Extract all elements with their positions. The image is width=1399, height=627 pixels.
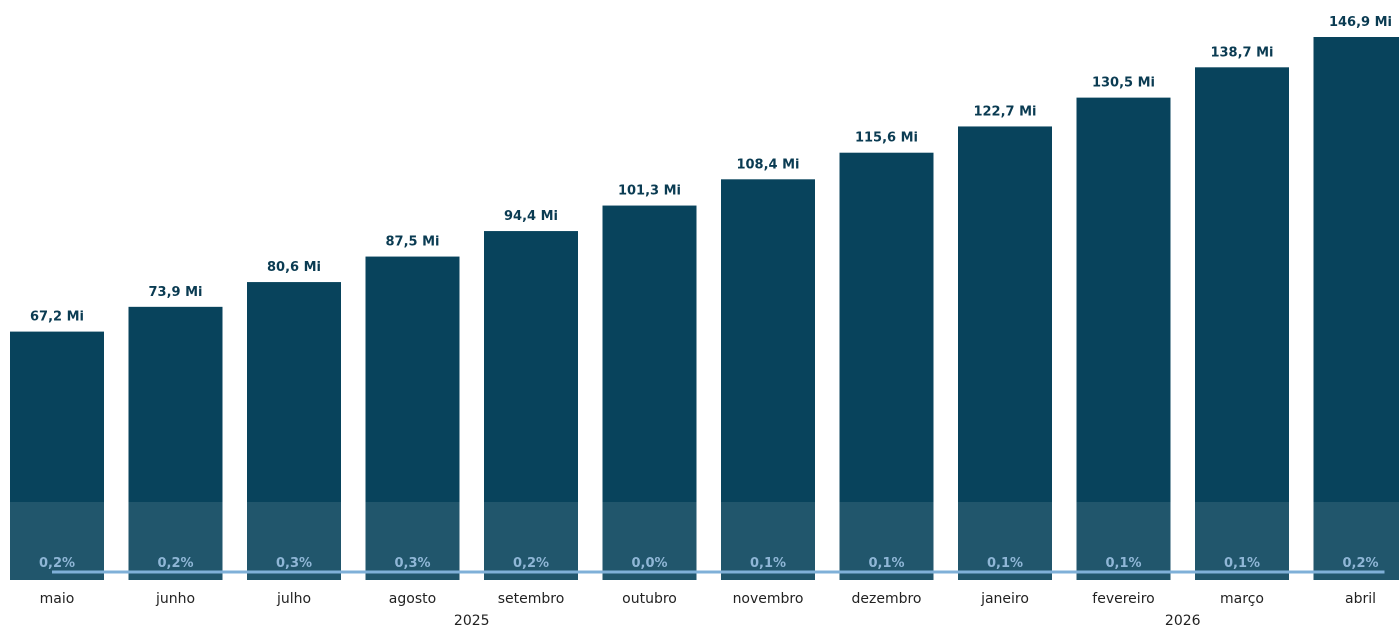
bar-band-julho: [247, 502, 341, 580]
pct-value-label: 0,2%: [513, 556, 549, 571]
x-tick-label: agosto: [389, 591, 436, 607]
bar-band-fevereiro: [1076, 502, 1171, 580]
bar-value-label: 138,7 Mi: [1210, 45, 1273, 60]
x-tick-label: setembro: [498, 591, 565, 607]
bar-value-label: 73,9 Mi: [149, 285, 203, 300]
bar-value-label: 87,5 Mi: [386, 235, 440, 250]
bar-fevereiro: [1076, 97, 1171, 581]
pct-value-label: 0,2%: [157, 556, 193, 571]
bar-band-janeiro: [958, 502, 1052, 580]
bar-band-abril: [1313, 502, 1399, 580]
pct-value-label: 0,2%: [1342, 556, 1378, 571]
bar-maio: [10, 331, 104, 580]
bar-março: [1195, 67, 1289, 580]
bar-value-label: 115,6 Mi: [855, 131, 918, 146]
pct-value-label: 0,1%: [1224, 556, 1260, 571]
x-tick-label: fevereiro: [1092, 591, 1154, 607]
bar-value-label: 130,5 Mi: [1092, 76, 1155, 91]
x-tick-label: janeiro: [980, 591, 1029, 607]
pct-value-label: 0,0%: [631, 556, 667, 571]
bar-setembro: [484, 231, 578, 580]
bar-value-label: 67,2 Mi: [30, 310, 84, 325]
bar-junho: [128, 306, 223, 580]
bar-abril: [1313, 37, 1399, 580]
bar-value-label: 108,4 Mi: [736, 157, 799, 172]
bar-julho: [247, 282, 341, 580]
x-tick-label: outubro: [622, 591, 677, 607]
bar-band-maio: [10, 502, 104, 580]
bar-value-label: 146,9 Mi: [1329, 15, 1392, 30]
pct-value-label: 0,2%: [39, 556, 75, 571]
bar-value-label: 101,3 Mi: [618, 184, 681, 199]
bar-band-março: [1195, 502, 1289, 580]
x-tick-label: abril: [1345, 591, 1376, 607]
year-label-2025: 2025: [454, 613, 490, 627]
bar-band-novembro: [721, 502, 815, 580]
pct-value-label: 0,1%: [750, 556, 786, 571]
bar-value-label: 94,4 Mi: [504, 209, 558, 224]
x-tick-label: maio: [40, 591, 75, 607]
pct-value-label: 0,1%: [868, 556, 904, 571]
bar-dezembro: [839, 152, 934, 580]
bar-value-label: 122,7 Mi: [973, 104, 1036, 119]
x-tick-label: junho: [155, 591, 195, 607]
bar-outubro: [602, 205, 697, 580]
year-label-2026: 2026: [1165, 613, 1201, 627]
x-tick-label: dezembro: [852, 591, 922, 607]
x-tick-label: novembro: [733, 591, 804, 607]
pct-value-label: 0,3%: [394, 556, 430, 571]
bar-agosto: [365, 256, 460, 580]
pct-value-label: 0,1%: [1105, 556, 1141, 571]
x-tick-label: julho: [276, 591, 311, 607]
bar-band-dezembro: [839, 502, 934, 580]
bar-janeiro: [958, 126, 1052, 580]
pct-value-label: 0,3%: [276, 556, 312, 571]
bar-band-setembro: [484, 502, 578, 580]
pct-value-label: 0,1%: [987, 556, 1023, 571]
bar-band-outubro: [602, 502, 697, 580]
bar-novembro: [721, 179, 815, 580]
bar-value-label: 80,6 Mi: [267, 260, 321, 275]
x-tick-label: março: [1220, 591, 1264, 607]
bar-band-agosto: [365, 502, 460, 580]
bar-band-junho: [128, 502, 223, 580]
